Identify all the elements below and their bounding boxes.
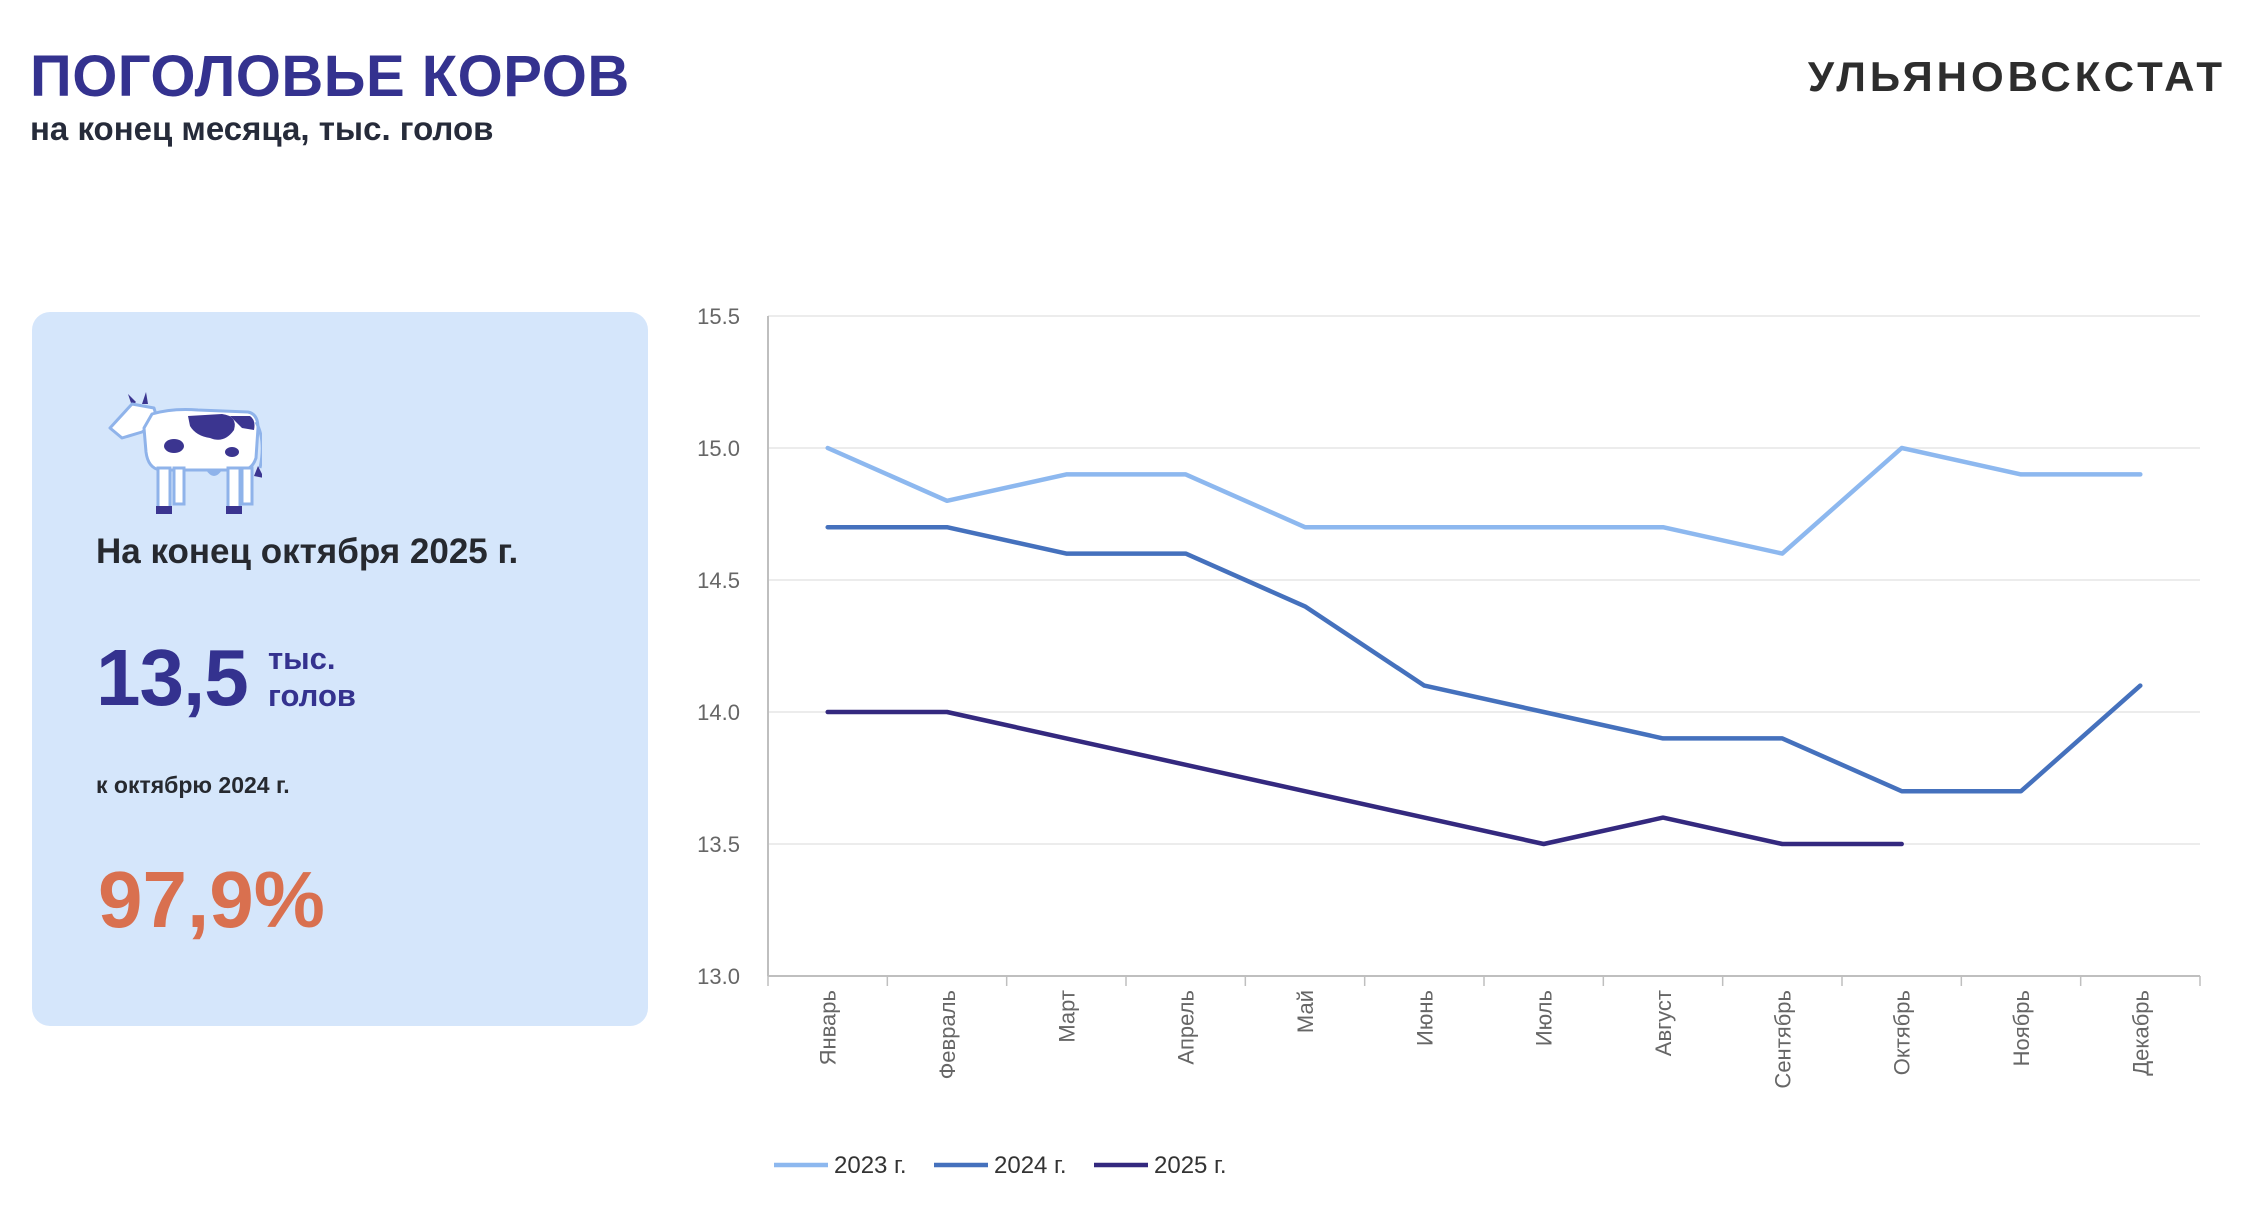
x-tick-label: Октябрь: [1890, 990, 1915, 1075]
x-tick-label: Ноябрь: [2009, 990, 2034, 1066]
x-tick-label: Сентябрь: [1770, 990, 1795, 1089]
x-tick-label: Июль: [1532, 990, 1557, 1046]
legend-label-3: 2025 г.: [1154, 1152, 1227, 1179]
x-tick-label: Май: [1293, 990, 1318, 1033]
legend-label-2: 2024 г.: [994, 1152, 1067, 1179]
x-tick-label: Январь: [816, 990, 841, 1065]
x-tick-label: Февраль: [935, 990, 960, 1079]
x-tick-label: Август: [1651, 990, 1676, 1056]
y-tick-label: 13.5: [697, 832, 740, 857]
percent-value: 97,9%: [98, 855, 325, 944]
page-subtitle: на конец месяца, тыс. голов: [30, 110, 494, 147]
series-line-3: [825, 709, 1904, 847]
y-tick-label: 13.0: [697, 964, 740, 989]
line-chart: 13.0 13.5 14.0 14.5 15.0 15.5 Январь Февраль Мар…: [697, 304, 2201, 1179]
brand-logo: УЛЬЯНОВСКСТАТ: [1807, 53, 2226, 100]
legend-label-1: 2023 г.: [834, 1152, 907, 1179]
page-title: ПОГОЛОВЬЕ КОРОВ: [30, 44, 630, 109]
herd-unit: тыс. голов: [268, 641, 356, 714]
series-line-2: [825, 524, 2143, 794]
x-tick-label: Март: [1054, 990, 1079, 1043]
x-tick-label: Июнь: [1412, 990, 1437, 1046]
summary-card: На конец октября 2025 г. 13,5 тыс. голов…: [32, 312, 648, 1026]
herd-value: 13,5: [96, 633, 249, 722]
y-tick-label: 15.5: [697, 304, 740, 329]
compare-label: к октябрю 2024 г.: [96, 772, 290, 798]
y-tick-label: 14.5: [697, 568, 740, 593]
card-heading: На конец октября 2025 г.: [96, 532, 519, 571]
series-line-1: [825, 445, 2143, 556]
y-tick-label: 15.0: [697, 436, 740, 461]
cow-icon: [108, 392, 262, 514]
x-tick-label: Декабрь: [2128, 990, 2153, 1076]
x-tick-label: Апрель: [1174, 990, 1199, 1065]
y-tick-label: 14.0: [697, 700, 740, 725]
